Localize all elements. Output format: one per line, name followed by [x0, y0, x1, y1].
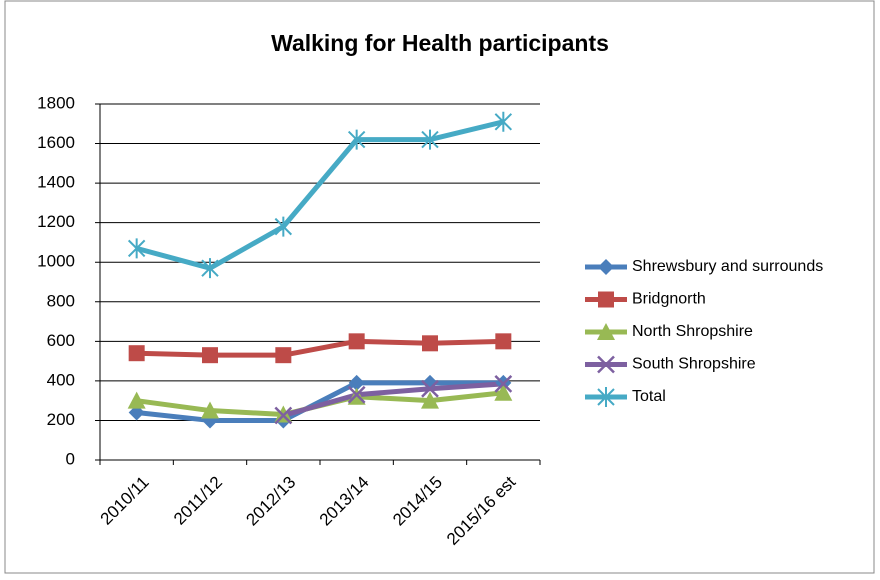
marker — [598, 291, 614, 308]
y-tick-label: 800 — [47, 291, 75, 310]
marker — [128, 345, 145, 362]
marker — [598, 259, 614, 275]
marker — [348, 333, 365, 350]
y-tick-label: 1600 — [37, 133, 75, 152]
y-tick-label: 400 — [47, 370, 75, 389]
marker — [201, 401, 219, 419]
legend-label: South Shropshire — [632, 356, 756, 373]
series-line — [282, 381, 504, 418]
marker — [274, 216, 293, 237]
legend-label: Shrewsbury and surrounds — [632, 258, 823, 275]
legend-label: Bridgnorth — [632, 291, 706, 308]
marker — [422, 335, 438, 352]
marker — [494, 111, 513, 132]
marker — [494, 374, 513, 393]
marker — [422, 374, 438, 391]
marker — [347, 129, 366, 150]
series-line — [136, 380, 504, 423]
marker — [274, 406, 293, 425]
marker — [597, 355, 615, 374]
marker — [127, 238, 146, 259]
marker — [495, 333, 512, 350]
y-tick-label: 1200 — [37, 212, 75, 231]
marker — [275, 347, 292, 364]
marker — [597, 387, 615, 407]
chart-border — [4, 0, 875, 574]
legend-label: North Shropshire — [632, 323, 753, 340]
y-tick-label: 1400 — [37, 173, 75, 192]
marker — [127, 391, 146, 409]
legend-label: Total — [632, 388, 666, 405]
marker — [202, 347, 218, 364]
series-line — [136, 119, 504, 271]
y-tick-label: 600 — [47, 331, 75, 350]
chart-title: Walking for Health participants — [271, 30, 609, 56]
y-tick-label: 1800 — [37, 93, 75, 112]
marker — [421, 379, 439, 398]
marker — [494, 383, 513, 401]
y-tick-label: 1000 — [37, 252, 75, 271]
marker — [201, 258, 219, 279]
y-tick-label: 0 — [66, 449, 75, 468]
marker — [421, 129, 439, 150]
marker — [348, 374, 365, 391]
series-line — [136, 338, 504, 358]
y-tick-label: 200 — [47, 410, 75, 429]
marker — [597, 323, 615, 340]
marker — [347, 385, 366, 404]
marker — [421, 391, 439, 409]
